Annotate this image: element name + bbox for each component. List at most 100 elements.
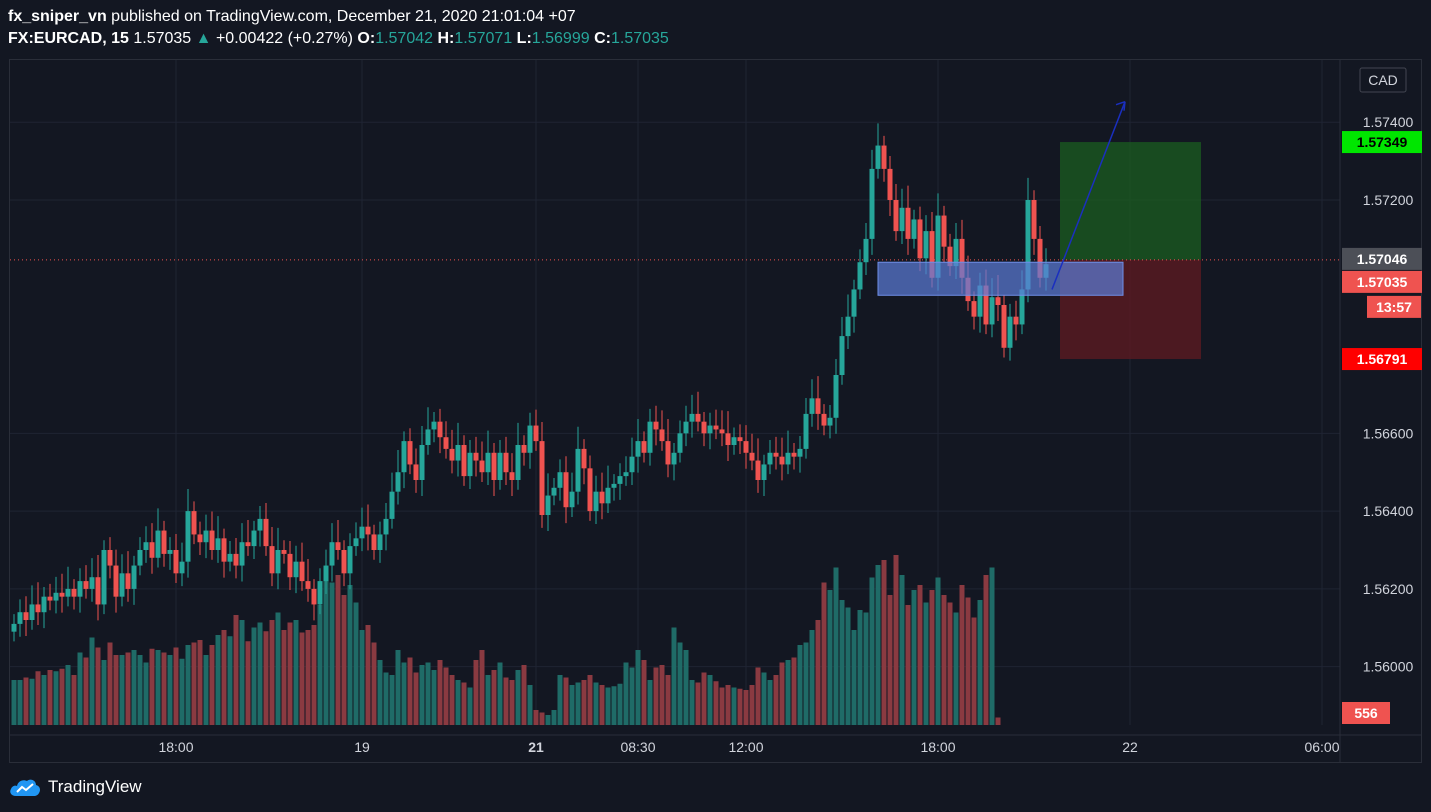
candle-body [491, 452, 497, 480]
symbol-label: FX:EURCAD, 15 [8, 30, 129, 47]
entry-price-tag-bg [1342, 247, 1422, 270]
candle-body [437, 421, 443, 438]
candle-body [821, 413, 827, 426]
candle-body [575, 448, 581, 492]
candle-body [797, 448, 803, 457]
volume-bar [353, 602, 359, 725]
volume-bar [767, 680, 773, 725]
volume-bar [269, 620, 275, 725]
volume-bar [143, 662, 149, 725]
volume-bar [851, 630, 857, 725]
candle-body [419, 445, 425, 480]
candle-body [1013, 316, 1019, 325]
candle-body [827, 417, 833, 426]
candle-body [53, 592, 59, 601]
volume-bar [77, 652, 83, 725]
volume-bar [647, 680, 653, 725]
volume-bar [47, 670, 53, 725]
countdown-tag-bg [1367, 295, 1421, 318]
time-tick-label: 12:00 [728, 739, 763, 755]
candle-body [689, 413, 695, 422]
candle-body [239, 542, 245, 566]
volume-bar [935, 577, 941, 725]
volume-bar [917, 585, 923, 725]
volume-bar [359, 630, 365, 725]
candle-body [107, 550, 113, 566]
volume-bar [689, 680, 695, 725]
chart-frame[interactable] [9, 59, 1422, 763]
volume-bar [731, 687, 737, 725]
time-tick-label: 18:00 [158, 739, 193, 755]
volume-bar [845, 607, 851, 725]
tradingview-cloud-icon[interactable] [8, 776, 42, 798]
volume-bar [779, 662, 785, 725]
candle-body [641, 441, 647, 453]
high-value: 1.57071 [454, 30, 513, 47]
volume-bar [71, 675, 77, 725]
price-tick-label: 1.56400 [1363, 503, 1414, 519]
volume-bar [371, 642, 377, 725]
volume-bar [83, 657, 89, 725]
last-price: 1.57035 [133, 30, 192, 47]
candle-body [353, 538, 359, 547]
candle-body [1007, 316, 1013, 348]
volume-bar [287, 622, 293, 725]
candle-body [629, 456, 635, 473]
volume-bar [959, 585, 965, 725]
candle-body [47, 596, 53, 601]
volume-bar [725, 685, 731, 725]
candle-body [203, 530, 209, 543]
candle-body [119, 573, 125, 597]
volume-bar [821, 582, 827, 725]
candle-body [413, 464, 419, 480]
author-name[interactable]: fx_sniper_vn [8, 8, 107, 25]
volume-bar [149, 648, 155, 725]
volume-bar [719, 687, 725, 725]
volume-bar [35, 671, 41, 725]
volume-bar [833, 567, 839, 725]
candle-body [173, 550, 179, 574]
candle-body [677, 433, 683, 453]
volume-bar [299, 632, 305, 725]
candle-body [89, 577, 95, 589]
volume-bar [95, 647, 101, 725]
candle-body [857, 262, 863, 290]
volume-bar [449, 675, 455, 725]
candle-body [599, 491, 605, 504]
candle-body [71, 588, 77, 597]
volume-bar [893, 555, 899, 725]
volume-bar [41, 675, 47, 725]
footer-brand[interactable]: TradingView [48, 777, 142, 796]
candle-body [533, 425, 539, 442]
volume-tag: 556 [1354, 705, 1378, 721]
candle-body [467, 452, 473, 477]
candle-body [995, 297, 1001, 305]
candle-body [839, 336, 845, 375]
volume-bar [761, 672, 767, 725]
candle-body [761, 464, 767, 480]
volume-bar [437, 660, 443, 725]
take-profit-zone [1060, 142, 1201, 260]
candle-body [509, 472, 515, 480]
volume-bar [251, 627, 257, 725]
volume-bar [497, 662, 503, 725]
candle-body [425, 429, 431, 445]
volume-bar [377, 660, 383, 725]
candle-body [257, 518, 263, 531]
volume-bar [125, 652, 131, 725]
candle-body [1001, 305, 1007, 348]
candle-body [293, 561, 299, 578]
candle-body [305, 581, 311, 589]
candle-body [791, 452, 797, 457]
volume-bar [89, 637, 95, 725]
volume-bar [485, 675, 491, 725]
candle-body [647, 421, 653, 453]
candle-body [449, 448, 455, 461]
candle-body [695, 413, 701, 422]
candle-body [851, 289, 857, 317]
candle-body [767, 452, 773, 465]
volume-bar [947, 602, 953, 725]
volume-bar [425, 662, 431, 725]
close-label: C: [594, 30, 611, 47]
